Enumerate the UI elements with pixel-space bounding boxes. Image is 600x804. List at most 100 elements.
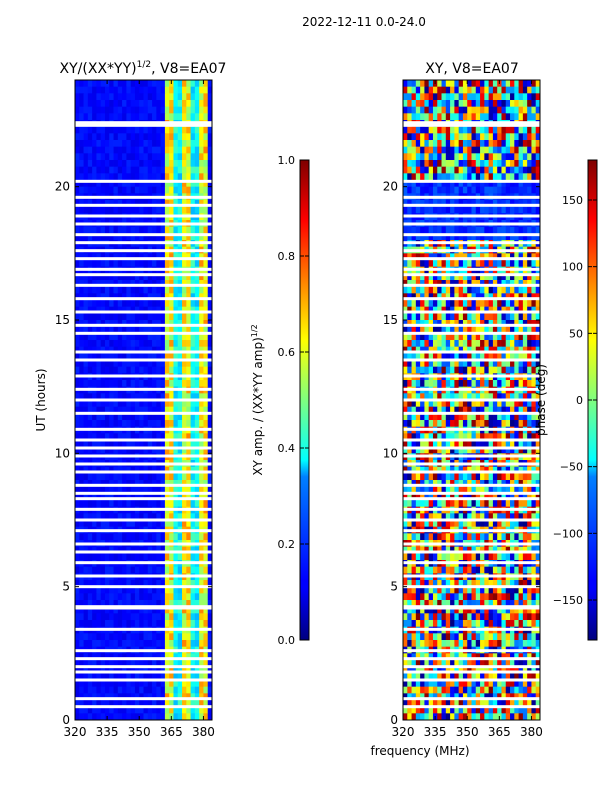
heatmap-cell bbox=[84, 420, 89, 427]
heatmap-cell bbox=[186, 300, 191, 307]
heatmap-cell bbox=[114, 367, 119, 374]
heatmap-cell bbox=[152, 140, 157, 147]
heatmap-cell bbox=[165, 260, 170, 267]
heatmap-cell bbox=[416, 87, 421, 94]
heatmap-cell bbox=[156, 93, 161, 100]
heatmap-cell bbox=[186, 473, 191, 480]
heatmap-cell bbox=[148, 173, 153, 180]
heatmap-cell bbox=[118, 127, 123, 134]
heatmap-cell bbox=[84, 533, 89, 540]
heatmap-cell bbox=[480, 147, 485, 154]
heatmap-cell bbox=[420, 420, 425, 427]
heatmap-cell bbox=[173, 687, 178, 694]
heatmap-cell bbox=[114, 93, 119, 100]
heatmap-cell bbox=[446, 420, 451, 427]
heatmap-cell bbox=[173, 93, 178, 100]
heatmap-cell bbox=[173, 620, 178, 627]
heatmap-cell bbox=[191, 420, 196, 427]
heatmap-cell bbox=[433, 173, 438, 180]
heatmap-cell bbox=[527, 173, 532, 180]
heatmap-cell bbox=[437, 133, 442, 140]
heatmap-cell bbox=[114, 620, 119, 627]
heatmap-cell bbox=[442, 87, 447, 94]
heatmap-cell bbox=[186, 80, 191, 87]
heatmap-cell bbox=[510, 287, 515, 294]
heatmap-cell bbox=[510, 153, 515, 160]
heatmap-cell bbox=[182, 160, 187, 167]
heatmap-cell bbox=[135, 187, 140, 194]
heatmap-cell bbox=[79, 100, 84, 107]
heatmap-cell bbox=[403, 100, 408, 107]
heatmap-cell bbox=[484, 93, 489, 100]
heatmap-cell bbox=[519, 300, 524, 307]
heatmap-cell bbox=[96, 420, 101, 427]
heatmap-cell bbox=[161, 533, 166, 540]
heatmap-cell bbox=[139, 147, 144, 154]
heatmap-cell bbox=[454, 340, 459, 347]
heatmap-cell bbox=[446, 133, 451, 140]
heatmap-cell bbox=[501, 207, 506, 214]
heatmap-cell bbox=[493, 140, 498, 147]
heatmap-cell bbox=[126, 593, 131, 600]
heatmap-cell bbox=[165, 553, 170, 560]
heatmap-cell bbox=[459, 100, 464, 107]
heatmap-cell bbox=[493, 227, 498, 234]
heatmap-cell bbox=[101, 713, 106, 720]
heatmap-cell bbox=[476, 127, 481, 134]
heatmap-cell bbox=[467, 367, 472, 374]
heatmap-cell bbox=[442, 260, 447, 267]
flagged-row bbox=[75, 249, 212, 252]
flagged-row bbox=[75, 180, 212, 183]
heatmap-cell bbox=[493, 313, 498, 320]
heatmap-cell bbox=[497, 300, 502, 307]
heatmap-cell bbox=[463, 167, 468, 174]
heatmap-cell bbox=[169, 87, 174, 94]
heatmap-cell bbox=[191, 133, 196, 140]
heatmap-cell bbox=[519, 93, 524, 100]
heatmap-cell bbox=[463, 420, 468, 427]
heatmap-cell bbox=[79, 167, 84, 174]
heatmap-cell bbox=[92, 367, 97, 374]
heatmap-cell bbox=[118, 187, 123, 194]
heatmap-cell bbox=[454, 160, 459, 167]
heatmap-cell bbox=[139, 313, 144, 320]
heatmap-cell bbox=[501, 113, 506, 120]
heatmap-cell bbox=[152, 100, 157, 107]
heatmap-cell bbox=[416, 113, 421, 120]
heatmap-cell bbox=[186, 167, 191, 174]
heatmap-cell bbox=[531, 93, 536, 100]
heatmap-cell bbox=[416, 167, 421, 174]
heatmap-cell bbox=[144, 187, 149, 194]
heatmap-cell bbox=[497, 227, 502, 234]
heatmap-cell bbox=[148, 147, 153, 154]
heatmap-cell bbox=[433, 227, 438, 234]
heatmap-cell bbox=[429, 153, 434, 160]
heatmap-cell bbox=[450, 207, 455, 214]
heatmap-cell bbox=[126, 687, 131, 694]
heatmap-cell bbox=[437, 227, 442, 234]
heatmap-cell bbox=[84, 567, 89, 574]
heatmap-cell bbox=[191, 533, 196, 540]
heatmap-cell bbox=[523, 153, 528, 160]
heatmap-cell bbox=[454, 287, 459, 294]
flagged-row bbox=[75, 628, 212, 631]
heatmap-cell bbox=[88, 153, 93, 160]
heatmap-cell bbox=[148, 300, 153, 307]
heatmap-cell bbox=[514, 207, 519, 214]
heatmap-cell bbox=[437, 147, 442, 154]
heatmap-cell bbox=[429, 147, 434, 154]
heatmap-cell bbox=[105, 93, 110, 100]
heatmap-cell bbox=[501, 140, 506, 147]
heatmap-cell bbox=[156, 153, 161, 160]
heatmap-cell bbox=[165, 113, 170, 120]
heatmap-cell bbox=[84, 380, 89, 387]
heatmap-cell bbox=[156, 287, 161, 294]
heatmap-cell bbox=[501, 380, 506, 387]
heatmap-cell bbox=[109, 227, 114, 234]
heatmap-cell bbox=[467, 420, 472, 427]
heatmap-cell bbox=[191, 640, 196, 647]
heatmap-cell bbox=[527, 87, 532, 94]
heatmap-cell bbox=[195, 173, 200, 180]
heatmap-cell bbox=[169, 287, 174, 294]
heatmap-cell bbox=[203, 127, 208, 134]
